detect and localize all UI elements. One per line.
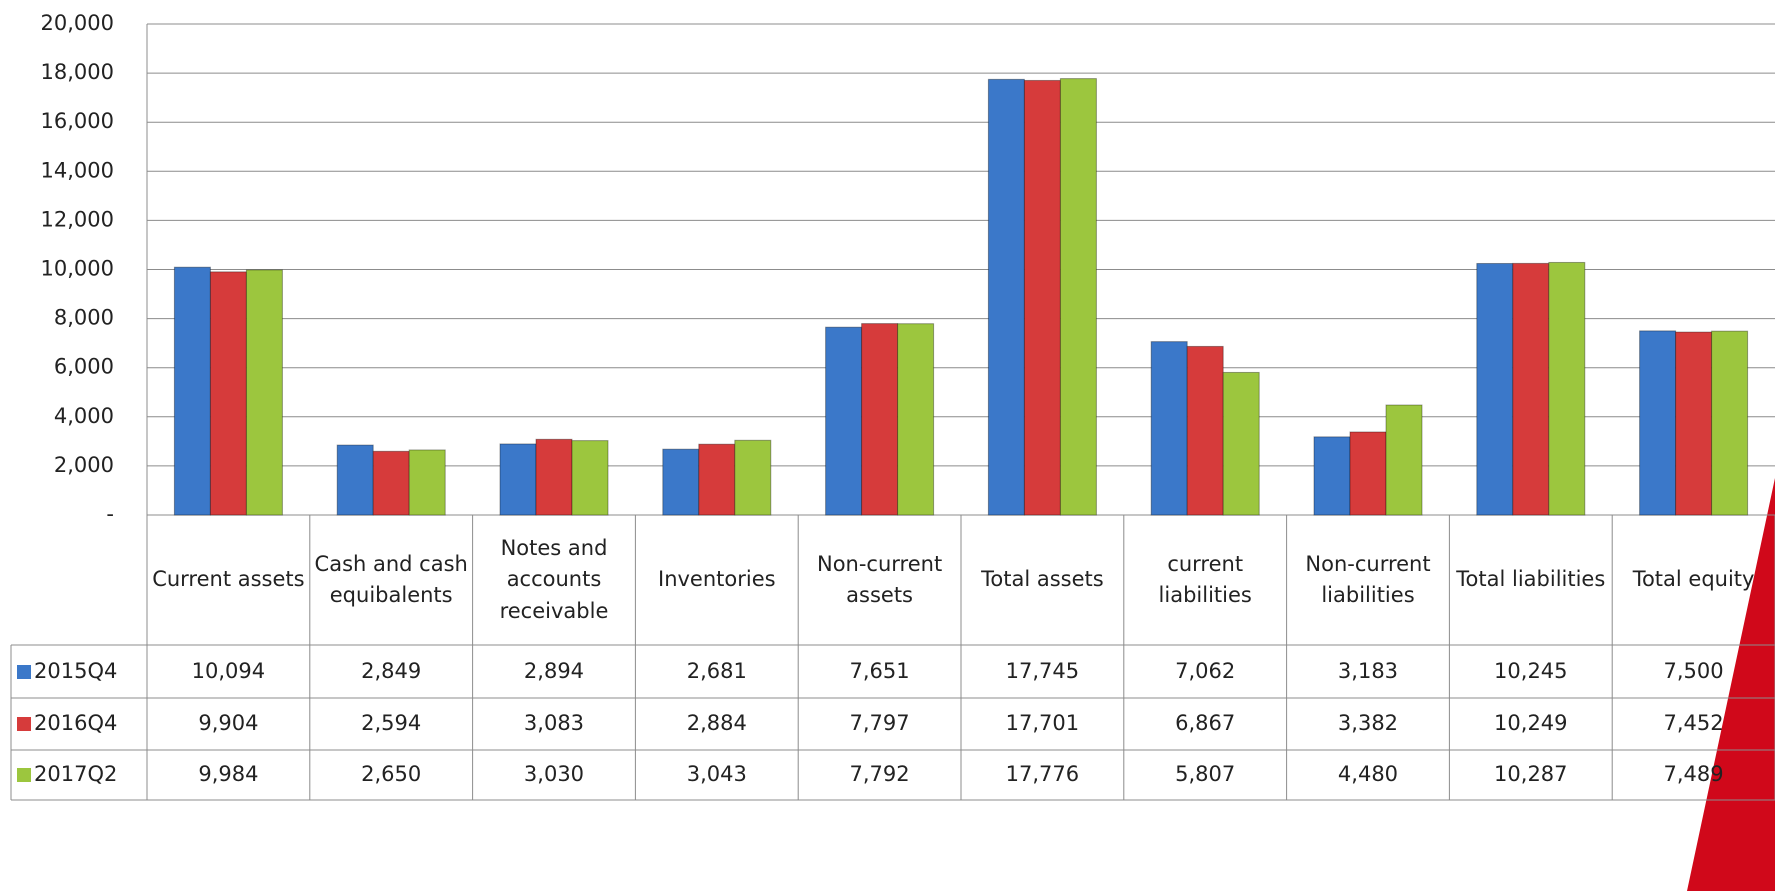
category-label: Total equity xyxy=(1632,567,1755,592)
bar xyxy=(861,323,899,516)
table-value: 6,867 xyxy=(1175,711,1236,736)
y-tick-label: 16,000 xyxy=(41,109,114,133)
bar xyxy=(1675,331,1713,516)
y-tick-label: - xyxy=(106,502,114,526)
y-tick-label: 12,000 xyxy=(41,207,114,231)
table-value: 7,452 xyxy=(1663,711,1724,736)
bar xyxy=(1313,436,1351,516)
table-value: 17,701 xyxy=(1005,711,1080,736)
bar xyxy=(987,78,1025,516)
table-value: 7,062 xyxy=(1175,658,1236,683)
bar xyxy=(1349,431,1387,516)
category-label: Non-current assets xyxy=(816,551,943,608)
y-tick-label: 8,000 xyxy=(54,306,114,330)
table-value: 3,382 xyxy=(1337,711,1399,736)
bar xyxy=(535,438,573,516)
legend-entry: 2015Q4 xyxy=(11,645,147,698)
category-label: Current assets xyxy=(152,567,305,592)
category-label: Cash and cash equibalents xyxy=(314,551,468,608)
table-value: 10,287 xyxy=(1494,762,1568,787)
bar xyxy=(662,448,700,516)
bar xyxy=(499,443,537,516)
bar xyxy=(245,269,283,516)
table-value: 10,249 xyxy=(1494,711,1568,736)
table-value: 17,745 xyxy=(1005,658,1080,683)
category-label: Non-current liabilities xyxy=(1305,551,1431,608)
legend-key xyxy=(17,768,31,782)
legend-label: 2015Q4 xyxy=(34,658,118,683)
bar xyxy=(1150,341,1188,516)
table-value: 7,500 xyxy=(1663,658,1724,683)
y-tick-label: 6,000 xyxy=(54,355,114,379)
category-label: Inventories xyxy=(658,567,776,592)
legend-entry: 2017Q2 xyxy=(11,750,147,800)
category-label: Total assets xyxy=(981,567,1104,592)
bar xyxy=(408,449,446,516)
bar xyxy=(1639,330,1677,516)
table-value: 17,776 xyxy=(1005,762,1080,787)
table-value: 7,489 xyxy=(1663,762,1724,787)
y-tick-label: 18,000 xyxy=(41,60,114,84)
table-value: 3,183 xyxy=(1337,658,1399,683)
table-value: 2,894 xyxy=(523,658,585,683)
bar xyxy=(1023,79,1061,516)
bar xyxy=(1059,78,1097,516)
bar xyxy=(1385,404,1423,516)
legend-label: 2016Q4 xyxy=(34,711,118,736)
bar xyxy=(698,443,736,516)
table-value: 2,884 xyxy=(686,711,747,736)
bar xyxy=(1711,330,1749,516)
legend-key xyxy=(17,717,31,731)
y-tick-label: 20,000 xyxy=(41,11,114,35)
y-tick-label: 14,000 xyxy=(41,158,114,182)
category-label: Notes and accounts receivable xyxy=(499,535,609,623)
bar xyxy=(209,271,247,516)
table-value: 10,094 xyxy=(191,658,266,683)
bar xyxy=(1186,345,1224,516)
y-tick-label: 10,000 xyxy=(41,257,114,281)
table-value: 10,245 xyxy=(1494,658,1568,683)
bar xyxy=(1548,261,1586,516)
table-value: 9,984 xyxy=(198,762,259,787)
table-value: 7,797 xyxy=(849,711,910,736)
table-value: 2,681 xyxy=(686,658,747,683)
table-value: 3,043 xyxy=(686,762,747,787)
bar xyxy=(897,323,935,516)
category-label: Total liabilities xyxy=(1456,567,1606,592)
table-value: 4,480 xyxy=(1337,762,1399,787)
bar xyxy=(372,450,410,516)
legend-label: 2017Q2 xyxy=(34,762,118,787)
table-value: 2,650 xyxy=(361,762,422,787)
bar xyxy=(734,439,772,516)
category-label: current liabilities xyxy=(1158,551,1252,608)
table-value: 5,807 xyxy=(1175,762,1236,787)
y-tick-label: 2,000 xyxy=(54,453,114,477)
bar xyxy=(571,440,609,516)
table-value: 2,849 xyxy=(361,658,422,683)
table-value: 3,030 xyxy=(523,762,585,787)
table-value: 3,083 xyxy=(523,711,585,736)
bar xyxy=(1476,262,1514,516)
bar xyxy=(1512,262,1550,516)
y-tick-label: 4,000 xyxy=(54,404,114,428)
table-value: 2,594 xyxy=(361,711,422,736)
table-value: 9,904 xyxy=(198,711,259,736)
bar xyxy=(1222,371,1260,516)
bar xyxy=(173,266,211,516)
table-value: 7,651 xyxy=(849,658,910,683)
table-value: 7,792 xyxy=(849,762,910,787)
bar xyxy=(825,326,863,516)
decoration xyxy=(1687,478,1775,891)
legend-key xyxy=(17,664,31,679)
legend-entry: 2016Q4 xyxy=(11,698,147,750)
bar xyxy=(336,444,374,516)
